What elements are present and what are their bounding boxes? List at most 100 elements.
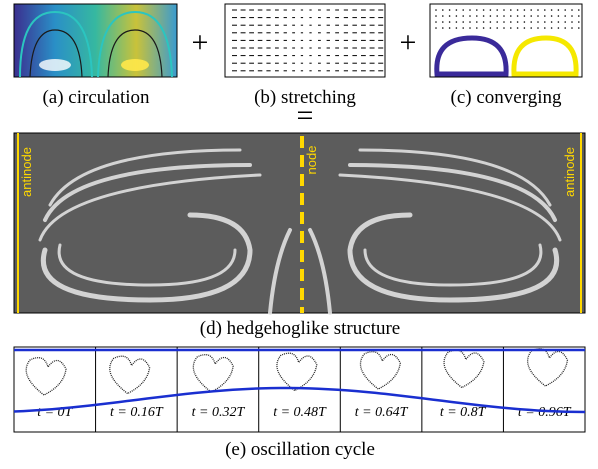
dot [496,27,498,29]
dot [578,15,580,17]
antinode-label: antinode [19,147,34,197]
dot [503,21,505,23]
operator: + [400,26,417,59]
dot [530,21,532,23]
dot [510,27,512,29]
caption-d: (d) hedgehoglike structure [200,318,400,339]
dot [483,15,485,17]
dot [456,27,458,29]
time-label: t = 0.32T [192,405,246,420]
operator: + [192,26,209,59]
dot [435,27,437,29]
dot [564,15,566,17]
panel-b [225,4,385,77]
dot [578,9,580,11]
dot [476,15,478,17]
time-label: t = 0.16T [110,405,164,420]
dot [571,21,573,23]
dot [503,9,505,11]
caption-a: (a) circulation [42,87,150,108]
dot [435,9,437,11]
caption-c: (c) converging [451,87,562,108]
dot [456,21,458,23]
operator: = [297,99,314,132]
dot [490,21,492,23]
dot [551,9,553,11]
dot [571,9,573,11]
dot [564,9,566,11]
dot [503,15,505,17]
dot [530,9,532,11]
dot [544,27,546,29]
dot [490,27,492,29]
dot [558,9,560,11]
dot [462,9,464,11]
time-label: t = 0.48T [273,405,327,420]
dot [469,21,471,23]
dot [442,15,444,17]
dot [517,9,519,11]
dot [537,9,539,11]
dot [517,21,519,23]
panel-c [430,4,582,77]
dot [476,21,478,23]
panel-d: antinode node antinode [14,133,585,313]
node-label: node [304,146,319,175]
dot [490,15,492,17]
dot [544,15,546,17]
dot [544,21,546,23]
dot [510,9,512,11]
dot [442,9,444,11]
dot [571,27,573,29]
dot [476,27,478,29]
time-label: t = 0.8T [440,405,487,420]
dot [442,21,444,23]
dot [462,27,464,29]
dot [524,9,526,11]
dot [537,15,539,17]
dot [483,21,485,23]
dot [551,15,553,17]
time-label: t = 0.64T [355,405,409,420]
panel-a [14,4,177,77]
dot [469,27,471,29]
dot [564,27,566,29]
dot [490,9,492,11]
dot [558,21,560,23]
dot [435,21,437,23]
dot [469,15,471,17]
dot [517,15,519,17]
dot [462,21,464,23]
dot [558,27,560,29]
caption-e: (e) oscillation cycle [225,439,375,460]
dot [469,9,471,11]
dot [435,15,437,17]
dot [442,27,444,29]
dot [544,9,546,11]
dot [449,21,451,23]
dot [551,21,553,23]
dot [564,21,566,23]
dot [524,21,526,23]
dot [530,15,532,17]
dot [476,9,478,11]
dot [456,9,458,11]
dot [537,21,539,23]
dot [510,15,512,17]
dot [578,21,580,23]
dot [537,27,539,29]
dot [571,15,573,17]
dot [578,27,580,29]
dot [496,15,498,17]
dot [503,27,505,29]
dot [496,21,498,23]
dot [449,15,451,17]
dot [530,27,532,29]
dot [517,27,519,29]
dot [483,27,485,29]
dot [558,15,560,17]
dot [510,21,512,23]
dot [524,27,526,29]
dot [449,27,451,29]
